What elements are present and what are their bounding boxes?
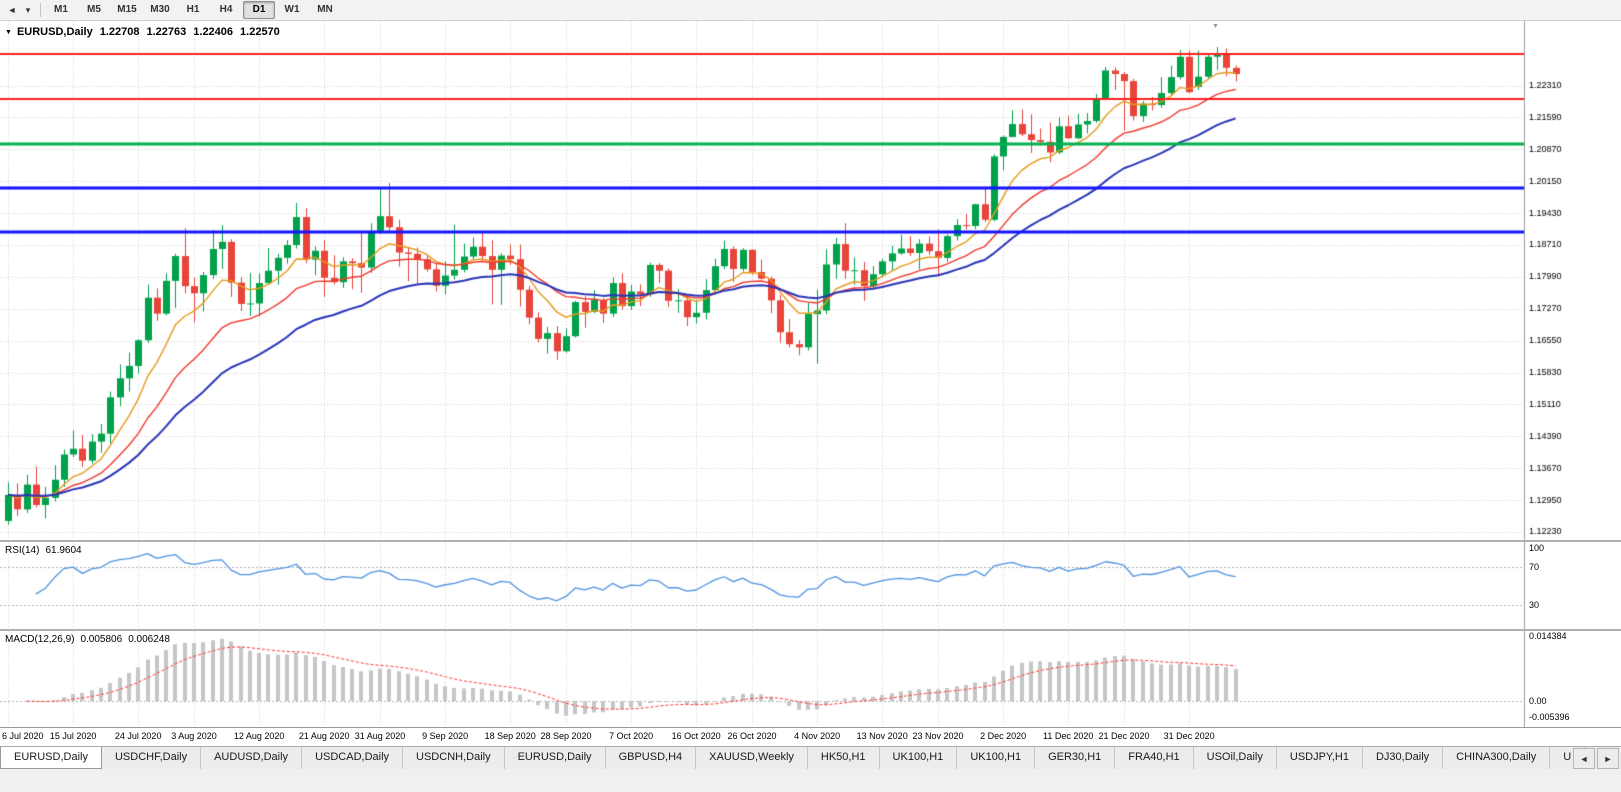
- time-axis-label: 31 Aug 2020: [354, 731, 406, 741]
- main-chart-canvas[interactable]: [0, 21, 1621, 540]
- tab-scroll-right-button[interactable]: ►: [1597, 748, 1619, 769]
- macd-indicator-name: MACD(12,26,9): [5, 634, 75, 645]
- chart-tab-uk100-h1[interactable]: UK100,H1: [957, 747, 1036, 769]
- macd-axis-label-zero: 0.00: [1529, 696, 1547, 706]
- rsi-indicator-name: RSI(14): [5, 545, 40, 556]
- time-axis-label: 23 Nov 2020: [912, 731, 964, 741]
- time-axis-label: 16 Oct 2020: [671, 731, 721, 741]
- macd-indicator-value: 0.005806: [80, 634, 123, 645]
- rsi-indicator-value: 61.9604: [45, 545, 82, 556]
- cursor-icon[interactable]: ◄: [7, 5, 17, 15]
- ohlc-high: 1.22763: [146, 26, 187, 38]
- time-axis-label: 9 Sep 2020: [422, 731, 469, 741]
- ohlc-open: 1.22708: [99, 26, 140, 38]
- time-axis-label: 2 Dec 2020: [980, 731, 1027, 741]
- chart-tab-eurusd-daily[interactable]: EURUSD,Daily: [0, 747, 102, 769]
- time-axis-label: 12 Aug 2020: [233, 731, 285, 741]
- chart-tab-dj30-daily[interactable]: DJ30,Daily: [1362, 747, 1444, 769]
- time-axis-label: 11 Dec 2020: [1043, 731, 1094, 741]
- macd-panel-canvas[interactable]: [0, 631, 1621, 727]
- timeframe-button-d1[interactable]: D1: [243, 1, 275, 19]
- time-axis-label: 31 Dec 2020: [1163, 731, 1215, 741]
- ohlc-close: 1.22570: [240, 26, 280, 38]
- macd-label: MACD(12,26,9) 0.005806 0.006248: [5, 634, 170, 645]
- tab-scroll-left-button[interactable]: ◄: [1573, 748, 1595, 769]
- rsi-label: RSI(14) 61.9604: [5, 545, 82, 556]
- chart-ohlc-header: ▼ EURUSD,Daily 1.22708 1.22763 1.22406 1…: [5, 26, 280, 38]
- time-axis-label: 21 Aug 2020: [298, 731, 350, 741]
- macd-signal-value: 0.006248: [128, 634, 170, 645]
- chart-tab-gbpusd-h4[interactable]: GBPUSD,H4: [605, 747, 697, 769]
- macd-axis-label-min: -0.005396: [1529, 712, 1570, 722]
- timeframe-button-mn[interactable]: MN: [317, 4, 333, 15]
- chart-tab-ger30-h1[interactable]: GER30,H1: [1035, 747, 1116, 769]
- chart-tab-fra40-h1[interactable]: FRA40,H1: [1115, 747, 1194, 769]
- time-axis-label: 26 Oct 2020: [727, 731, 777, 741]
- chart-symbol-period: EURUSD,Daily: [16, 26, 93, 38]
- time-axis-label: 4 Nov 2020: [794, 731, 841, 741]
- timeframe-button-h4[interactable]: H4: [219, 4, 233, 15]
- chart-tab-uk100-h1[interactable]: UK100,H1: [879, 747, 958, 769]
- chart-tab-hk50-h1[interactable]: HK50,H1: [807, 747, 880, 769]
- time-axis-label: 13 Nov 2020: [856, 731, 908, 741]
- timeframe-button-h1[interactable]: H1: [186, 4, 200, 15]
- toolbar-separator: [40, 3, 41, 17]
- chart-tab-china300-daily[interactable]: CHINA300,Daily: [1443, 747, 1551, 769]
- chart-tab-usdcnh-daily[interactable]: USDCNH,Daily: [403, 747, 505, 769]
- time-axis-label: 7 Oct 2020: [609, 731, 654, 741]
- timeframe-buttons: M1 M5 M15 M30 H1 H4 D1 W1 MN: [45, 1, 341, 19]
- price-axis[interactable]: 1.230221.220121.210001.199921.190081.225…: [1524, 21, 1621, 727]
- rsi-axis-label-100: 100: [1529, 543, 1545, 553]
- dropdown-caret-icon[interactable]: ▾: [25, 4, 31, 15]
- time-axis-label: 28 Sep 2020: [540, 731, 592, 741]
- chart-tab-usdjpy-h1[interactable]: USDJPY,H1: [1276, 747, 1363, 769]
- time-axis-label: 15 Jul 2020: [49, 731, 97, 741]
- status-strip: [0, 769, 1621, 792]
- timeframe-button-w1[interactable]: W1: [284, 4, 300, 15]
- macd-axis-label-max: 0.014384: [1529, 631, 1567, 641]
- chart-tab-xauusd-weekly[interactable]: XAUUSD,Weekly: [696, 747, 808, 769]
- panel-splitter-macd[interactable]: [0, 629, 1621, 631]
- price-axis-badges: 1.230221.220121.210001.199921.190081.225…: [1524, 21, 1621, 727]
- timeframe-button-m30[interactable]: M30: [150, 4, 170, 15]
- rsi-axis-label-30: 30: [1529, 600, 1540, 610]
- rsi-panel-canvas[interactable]: [0, 542, 1621, 629]
- time-axis-label: 3 Aug 2020: [171, 731, 217, 741]
- time-axis-label: 24 Jul 2020: [114, 731, 162, 741]
- time-axis[interactable]: 6 Jul 2020 15 Jul 2020 24 Jul 2020 3 Aug 20…: [0, 727, 1621, 746]
- timeframe-button-m15[interactable]: M15: [117, 4, 137, 15]
- chart-tab-usdchf-daily[interactable]: USDCHF,Daily: [101, 747, 202, 769]
- chart-tab-audusd-daily[interactable]: AUDUSD,Daily: [201, 747, 303, 769]
- symbol-marker-icon: ▼: [5, 28, 12, 36]
- time-axis-label: 18 Sep 2020: [484, 731, 536, 741]
- chart-shift-marker: ▼: [1212, 23, 1219, 30]
- panel-splitter-rsi[interactable]: [0, 540, 1621, 542]
- timeframe-toolbar: ◄ ▾ M1 M5 M15 M30 H1 H4 D1 W1 MN: [0, 0, 1621, 21]
- time-axis-label: 6 Jul 2020: [2, 731, 44, 741]
- bottom-tabbar: EURUSD,Daily USDCHF,Daily AUDUSD,Daily USDC…: [0, 746, 1621, 769]
- tab-scroll-arrows: ◄ ►: [1573, 748, 1619, 769]
- timeframe-button-m5[interactable]: M5: [87, 4, 101, 15]
- chart-tab-usdcad-daily[interactable]: USDCAD,Daily: [302, 747, 404, 769]
- timeframe-button-m1[interactable]: M1: [54, 4, 68, 15]
- ohlc-low: 1.22406: [193, 26, 234, 38]
- rsi-axis-label-70: 70: [1529, 562, 1540, 572]
- chart-tab-eurusd-daily[interactable]: EURUSD,Daily: [504, 747, 606, 769]
- chart-tab-usoil-daily[interactable]: USOil,Daily: [1193, 747, 1277, 769]
- time-axis-label: 21 Dec 2020: [1098, 731, 1150, 741]
